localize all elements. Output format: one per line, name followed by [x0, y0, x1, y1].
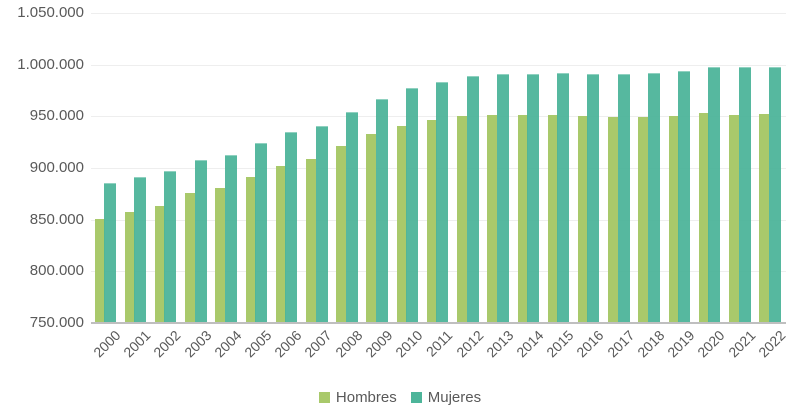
x-tick-label: 2000: [90, 327, 124, 361]
bar-hombres-2021[interactable]: [729, 114, 740, 323]
bar-hombres-2005[interactable]: [245, 177, 256, 323]
bar-hombres-2022[interactable]: [759, 114, 770, 323]
y-tick-label: 950.000: [29, 107, 84, 124]
legend-item-hombres[interactable]: Hombres: [318, 389, 397, 406]
bar-mujeres-2005[interactable]: [255, 143, 268, 323]
x-tick-label: 2022: [754, 327, 789, 361]
bar-hombres-2020[interactable]: [698, 113, 709, 323]
x-tick-label: 2007: [301, 327, 335, 361]
x-tick-label: 2010: [392, 327, 426, 361]
legend-item-mujeres[interactable]: Mujeres: [410, 389, 482, 406]
x-tick-label: 2005: [241, 327, 275, 361]
y-tick-label: 850.000: [29, 211, 84, 228]
bar-mujeres-2011[interactable]: [436, 81, 449, 323]
bar-mujeres-2014[interactable]: [527, 74, 540, 323]
bar-mujeres-2008[interactable]: [345, 112, 358, 323]
legend-label-mujeres: Mujeres: [427, 389, 482, 406]
bar-mujeres-2022[interactable]: [768, 67, 781, 323]
x-tick-label: 2008: [331, 327, 366, 361]
bar-mujeres-2015[interactable]: [557, 73, 570, 323]
bar-hombres-2012[interactable]: [457, 115, 468, 323]
bar-mujeres-2016[interactable]: [587, 73, 600, 323]
bar-hombres-2017[interactable]: [608, 117, 619, 323]
bar-mujeres-2007[interactable]: [315, 125, 328, 323]
bar-mujeres-2012[interactable]: [466, 76, 479, 323]
x-tick-label: 2013: [482, 327, 517, 361]
bar-hombres-2016[interactable]: [577, 116, 588, 323]
bar-hombres-2011[interactable]: [426, 120, 437, 323]
x-tick-label: 2001: [120, 327, 154, 361]
bar-hombres-2019[interactable]: [668, 116, 679, 323]
bar-mujeres-2004[interactable]: [224, 154, 237, 323]
bar-mujeres-2013[interactable]: [496, 73, 509, 323]
y-tick-label: 1.000.000: [17, 56, 84, 73]
legend-swatch-mujeres: [410, 392, 422, 403]
bar-hombres-2002[interactable]: [154, 206, 165, 323]
bar-hombres-2000[interactable]: [94, 218, 105, 323]
x-tick-label: 2021: [724, 327, 759, 361]
gridline: [91, 13, 786, 14]
bar-hombres-2015[interactable]: [547, 115, 558, 323]
bar-mujeres-2017[interactable]: [617, 73, 630, 323]
bar-hombres-2001[interactable]: [124, 212, 135, 323]
y-tick-label: 900.000: [29, 159, 84, 176]
bar-hombres-2006[interactable]: [275, 165, 286, 323]
bar-mujeres-2001[interactable]: [134, 177, 147, 323]
bar-hombres-2008[interactable]: [336, 146, 347, 323]
bar-hombres-2009[interactable]: [366, 133, 377, 323]
x-axis-line: [91, 322, 786, 324]
x-tick-label: 2006: [271, 327, 305, 361]
x-tick-label: 2011: [423, 327, 456, 360]
y-tick-label: 800.000: [29, 262, 84, 279]
x-tick-label: 2017: [603, 327, 638, 361]
bar-hombres-2013[interactable]: [487, 114, 498, 323]
gridline: [91, 65, 786, 66]
bar-mujeres-2018[interactable]: [647, 73, 660, 323]
x-tick-label: 2020: [694, 327, 728, 361]
bar-mujeres-2020[interactable]: [708, 66, 721, 323]
bar-mujeres-2019[interactable]: [678, 70, 691, 323]
legend: Hombres Mujeres: [0, 389, 800, 406]
bar-mujeres-2006[interactable]: [285, 132, 298, 323]
bar-hombres-2004[interactable]: [215, 187, 226, 323]
x-tick-label: 2009: [362, 327, 396, 361]
y-tick-label: 750.000: [29, 314, 84, 331]
x-tick-label: 2004: [210, 327, 245, 361]
bar-hombres-2014[interactable]: [517, 115, 528, 323]
legend-swatch-hombres: [318, 392, 330, 403]
bar-mujeres-2003[interactable]: [194, 159, 207, 323]
bar-hombres-2003[interactable]: [185, 192, 196, 323]
bar-hombres-2018[interactable]: [638, 117, 649, 323]
x-tick-label: 2012: [452, 327, 487, 361]
bar-mujeres-2010[interactable]: [406, 88, 419, 323]
legend-label-hombres: Hombres: [335, 389, 397, 406]
x-tick-label: 2019: [664, 327, 698, 361]
bar-hombres-2010[interactable]: [396, 126, 407, 323]
x-tick-label: 2014: [513, 327, 547, 361]
x-tick-label: 2016: [573, 327, 607, 361]
x-tick-label: 2002: [150, 327, 184, 361]
bar-mujeres-2021[interactable]: [738, 67, 751, 323]
y-tick-label: 1.050.000: [17, 4, 84, 21]
x-tick-label: 2015: [543, 327, 577, 361]
x-tick-label: 2003: [180, 327, 215, 361]
x-tick-label: 2018: [634, 327, 668, 361]
bar-mujeres-2002[interactable]: [164, 171, 177, 323]
bar-mujeres-2000[interactable]: [104, 182, 116, 323]
bar-hombres-2007[interactable]: [306, 159, 317, 323]
bar-mujeres-2009[interactable]: [375, 98, 388, 323]
